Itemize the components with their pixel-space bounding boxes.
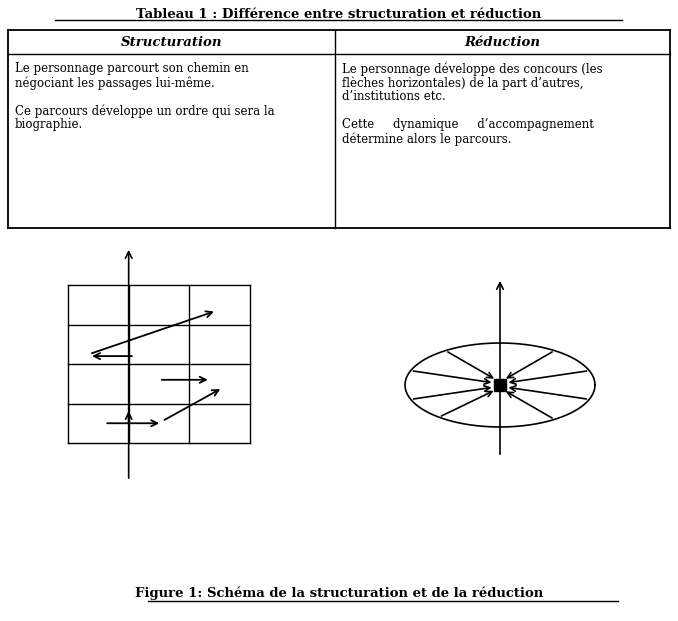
Text: négociant les passages lui-même.: négociant les passages lui-même. xyxy=(15,76,215,89)
Text: d’institutions etc.: d’institutions etc. xyxy=(342,90,445,103)
Text: Le personnage développe des concours (les: Le personnage développe des concours (le… xyxy=(342,62,603,76)
Text: Cette     dynamique     d’accompagnement: Cette dynamique d’accompagnement xyxy=(342,118,594,131)
Text: Réduction: Réduction xyxy=(464,35,540,48)
Text: Figure 1: Schéma de la structuration et de la réduction: Figure 1: Schéma de la structuration et … xyxy=(135,586,543,600)
Text: Structuration: Structuration xyxy=(121,35,222,48)
Text: Le personnage parcourt son chemin en: Le personnage parcourt son chemin en xyxy=(15,62,249,75)
Text: détermine alors le parcours.: détermine alors le parcours. xyxy=(342,132,511,145)
Text: biographie.: biographie. xyxy=(15,118,83,131)
Text: flèches horizontales) de la part d’autres,: flèches horizontales) de la part d’autre… xyxy=(342,76,584,89)
Text: Tableau 1 : Différence entre structuration et réduction: Tableau 1 : Différence entre structurati… xyxy=(136,8,542,21)
Text: Ce parcours développe un ordre qui sera la: Ce parcours développe un ordre qui sera … xyxy=(15,104,275,117)
